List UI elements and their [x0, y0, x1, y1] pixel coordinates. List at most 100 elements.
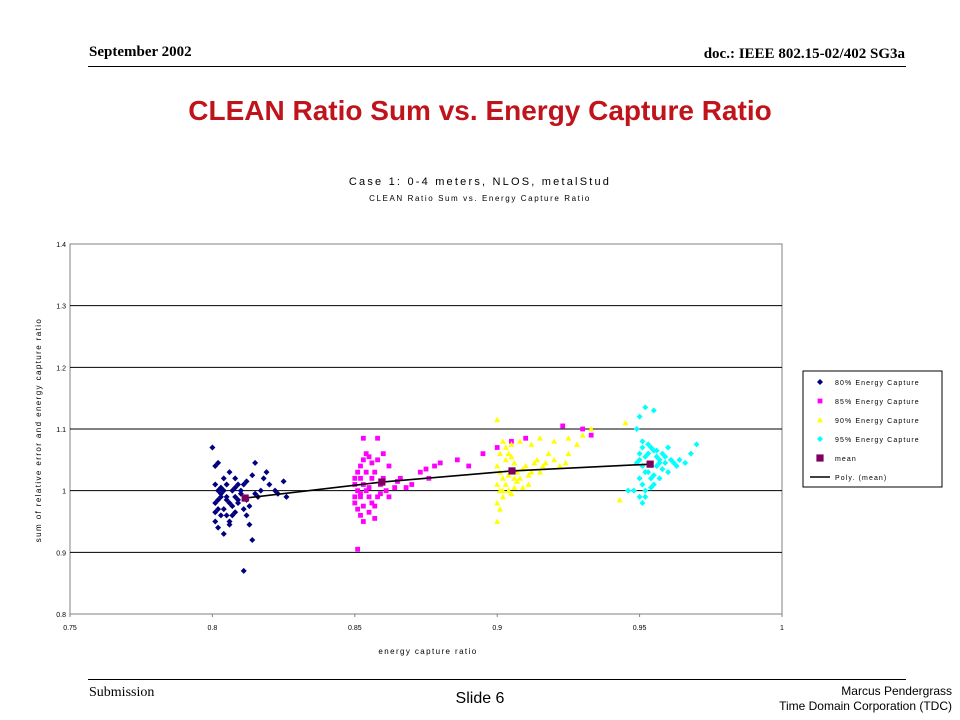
data-point	[383, 488, 389, 494]
data-point	[625, 487, 632, 494]
data-point	[639, 481, 646, 488]
data-point	[232, 484, 239, 491]
data-point	[682, 459, 689, 466]
data-point	[243, 512, 250, 519]
legend-marker	[817, 436, 823, 442]
data-point	[220, 506, 227, 513]
data-point	[499, 493, 506, 500]
data-point	[545, 450, 552, 457]
data-point	[266, 481, 273, 488]
data-point	[229, 512, 236, 519]
data-point	[693, 441, 700, 448]
data-point	[662, 453, 669, 460]
data-point	[386, 494, 392, 500]
data-point	[565, 435, 572, 441]
data-point	[502, 456, 509, 463]
data-point	[229, 503, 236, 510]
data-point	[360, 519, 366, 524]
data-point	[423, 466, 429, 472]
legend-label: 95% Energy Capture	[835, 437, 920, 444]
data-point	[372, 503, 378, 509]
data-point	[630, 487, 637, 494]
data-point	[508, 453, 515, 460]
legend-marker	[817, 417, 823, 423]
data-point	[246, 503, 253, 510]
data-point	[499, 438, 506, 444]
data-point	[494, 463, 501, 469]
mean-point	[241, 494, 249, 502]
header-date: September 2002	[89, 44, 192, 60]
data-point	[366, 509, 372, 515]
data-point	[511, 459, 518, 466]
data-point	[369, 500, 375, 506]
data-point	[656, 475, 663, 482]
y-tick-label: 1	[62, 489, 66, 496]
data-point	[260, 475, 267, 482]
data-point	[223, 481, 230, 488]
header-doc-id: doc.: IEEE 802.15-02/402 SG3a	[703, 46, 905, 62]
data-point	[212, 509, 219, 516]
data-point	[403, 485, 409, 490]
data-point	[542, 459, 549, 466]
data-point	[616, 496, 623, 503]
data-point	[494, 481, 501, 487]
data-point	[551, 438, 558, 444]
data-point	[528, 441, 535, 447]
data-point	[636, 413, 643, 420]
data-point	[509, 438, 514, 444]
data-point	[497, 506, 504, 512]
data-point	[665, 444, 672, 451]
data-point	[508, 490, 515, 497]
data-point	[528, 469, 535, 475]
footer-submission: Submission	[89, 685, 155, 700]
data-point	[502, 481, 509, 487]
data-point	[212, 481, 219, 488]
x-tick-label: 0.8	[208, 625, 218, 632]
footer-org: Time Domain Corporation (TDC)	[779, 699, 952, 713]
data-point	[505, 487, 512, 494]
data-point	[516, 475, 523, 481]
data-point	[243, 478, 250, 485]
data-point	[499, 475, 506, 481]
legend-label: Poly. (mean)	[835, 475, 887, 482]
legend: 80% Energy Capture 85% Energy Capture 90% …	[802, 370, 943, 488]
y-tick-label: 1.4	[56, 242, 66, 249]
data-point	[633, 426, 640, 432]
data-point	[565, 450, 572, 457]
data-point	[352, 494, 358, 500]
data-point	[257, 487, 264, 494]
data-point	[536, 469, 543, 475]
data-point	[494, 500, 501, 506]
data-point	[380, 475, 386, 481]
data-point	[355, 469, 361, 475]
data-point	[360, 457, 366, 463]
data-point	[380, 451, 386, 457]
data-point	[551, 456, 558, 463]
footer-rule	[88, 679, 906, 680]
data-point	[360, 503, 366, 509]
data-point	[437, 460, 443, 466]
data-point	[645, 441, 652, 448]
data-point	[358, 475, 363, 481]
legend-marker	[816, 454, 824, 462]
trendline-layer	[245, 463, 651, 499]
data-point	[372, 469, 378, 475]
footer-author-block: Marcus Pendergrass Time Domain Corporati…	[779, 684, 952, 714]
gridlines	[70, 305, 782, 553]
footer-slide-number: Slide 6	[455, 690, 505, 707]
data-point	[366, 494, 372, 500]
legend-label: 90% Energy Capture	[835, 418, 920, 425]
y-tick-label: 1.1	[56, 427, 66, 434]
legend-box	[802, 370, 943, 488]
data-point	[645, 469, 652, 476]
data-point	[215, 459, 222, 466]
data-point	[642, 453, 649, 460]
data-point	[366, 485, 372, 490]
x-axis-label: energy capture ratio	[378, 647, 477, 656]
header-rule	[88, 66, 906, 67]
data-point	[511, 475, 518, 481]
data-point	[505, 450, 512, 457]
data-point	[639, 500, 646, 506]
data-point	[226, 469, 233, 476]
